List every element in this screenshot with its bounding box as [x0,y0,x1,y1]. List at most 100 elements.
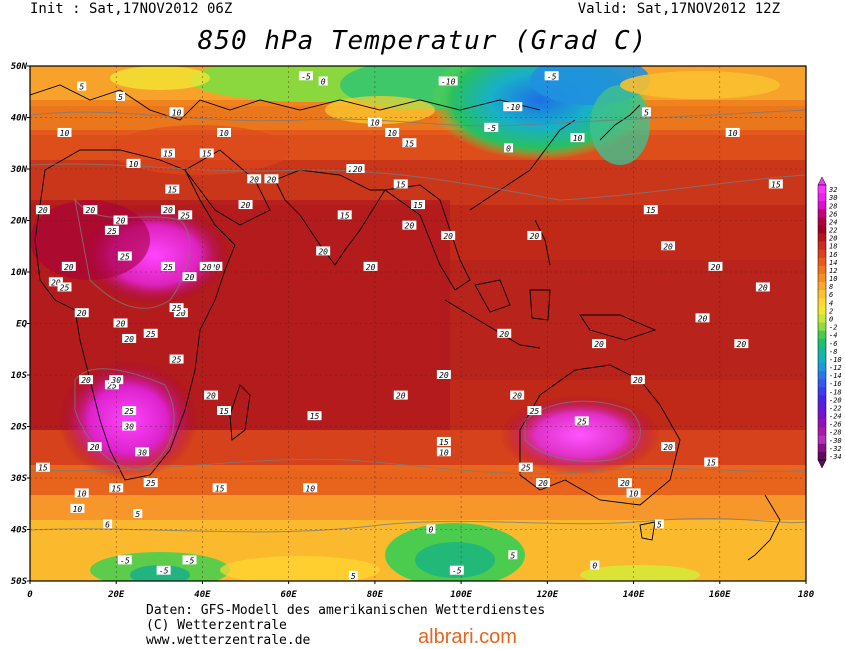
contour-label-box [484,122,499,132]
contour-label-box [411,200,425,210]
colorbar-swatch [818,427,826,437]
longitude-label: 160E [709,590,731,600]
contour-label: 20 [499,330,509,339]
contour-label: 30 [110,376,121,385]
contour-label: 20 [405,222,415,231]
contour-label: 20 [64,263,74,272]
colorbar-label: 6 [829,291,833,299]
contour-label: -10 [441,77,456,86]
contour-label: 20 [267,175,277,184]
footer-credits: Daten: GFS-Modell des amerikanischen Wet… [146,603,545,648]
contour-label: 25 [180,211,190,220]
valid-time: Valid: Sat,17NOV2012 12Z [577,1,780,17]
contour-label: -5 [301,72,311,81]
contour-label-box [133,509,143,519]
contour-label: 5 [510,551,515,560]
contour-label: 15 [405,139,415,148]
contour-label-box [87,442,102,452]
contour-label: 15 [646,206,656,215]
colorbar-swatch [818,338,826,348]
contour-label: 20 [737,340,747,349]
contour-label-box [117,555,132,565]
contour-label-box [318,76,328,86]
colorbar-swatch [818,411,826,420]
colorbar-label: -30 [829,437,842,445]
contour-label-box [436,436,451,446]
contour-label-box [504,143,514,153]
contour-label-box [307,411,322,421]
contour-label-box [169,354,184,364]
contour-label: 20 [86,206,96,215]
contour-label: 10 [73,505,83,514]
contour-label: 20 [90,443,100,452]
contour-label: -5 [547,72,557,81]
contour-label: -5 [185,556,195,565]
contour-label: 25 [146,479,156,488]
contour-label-box [122,406,137,416]
contour-label-box [83,205,98,215]
map-title: 850 hPa Temperatur (Grad C) [197,26,648,56]
contour-label: 10 [370,119,380,128]
contour-label-box [436,370,451,379]
contour-label-box [74,308,89,318]
colorbar-swatch [818,314,826,323]
map-field [30,66,806,581]
contour-label-box [367,117,382,127]
contour-label: 5 [118,93,123,102]
contour-label-box [117,251,132,261]
contour-label-box [385,127,400,137]
contour-label: 15 [771,180,781,189]
contour-label: 25 [60,283,70,292]
longitude-label: 100E [450,590,472,600]
contour-label-box [661,442,676,452]
colorbar-swatch [818,322,826,331]
colorbar-label: -24 [829,413,842,421]
contour-label: 15 [219,407,229,416]
longitude-label: 80E [367,590,384,600]
contour-label-box [217,406,231,416]
contour-label-box [350,164,365,173]
contour-label-box [426,524,436,534]
contour-label: 20 [81,376,91,385]
contour-label-box [704,457,719,467]
contour-label: 20 [538,479,548,488]
contour-label-box [497,328,512,338]
longitude-label: 180 [798,590,815,600]
colorbar-swatch [818,225,826,234]
contour-label-box [708,261,723,271]
longitude-label: 20E [107,590,125,600]
contour-label: 25 [530,407,540,416]
watermark: albrari.com [418,626,517,648]
latitude-label: 10N [11,268,28,278]
contour-label: 20 [211,263,221,272]
contour-label-box [143,328,158,338]
contour-label-box [113,318,128,328]
colorbar-label: 10 [829,275,837,283]
colorbar-label: -8 [829,348,837,356]
latitude-label: 40S [11,526,28,536]
contour-label: 15 [396,180,406,189]
contour-label: 15 [340,211,350,220]
contour-label: 5 [657,520,662,529]
color-scale-bar: 32302826242220181614121086420-2-4-6-8-10… [817,176,842,469]
colorbar-swatch [818,435,826,445]
contour-label: 10 [439,448,449,457]
colorbar-label: -20 [829,396,842,404]
colorbar-swatch [818,387,826,396]
colorbar-swatch [818,298,826,307]
colorbar-swatch [818,217,826,226]
contour-label-box [449,565,464,575]
contour-label-box [109,483,124,493]
contour-label: 20 [439,371,449,380]
contour-label: 5 [79,83,84,92]
contour-label: 20 [530,232,540,241]
contour-label-box [518,462,533,472]
colorbar-swatch [818,451,826,461]
latitude-label: 30S [10,474,28,484]
contour-label-box [143,478,158,488]
contour-label-box [126,158,141,168]
contour-label-box [247,174,262,184]
contour-label: 30 [123,423,134,432]
contour-label: 25 [146,330,156,339]
latitude-label: 20S [10,423,28,433]
